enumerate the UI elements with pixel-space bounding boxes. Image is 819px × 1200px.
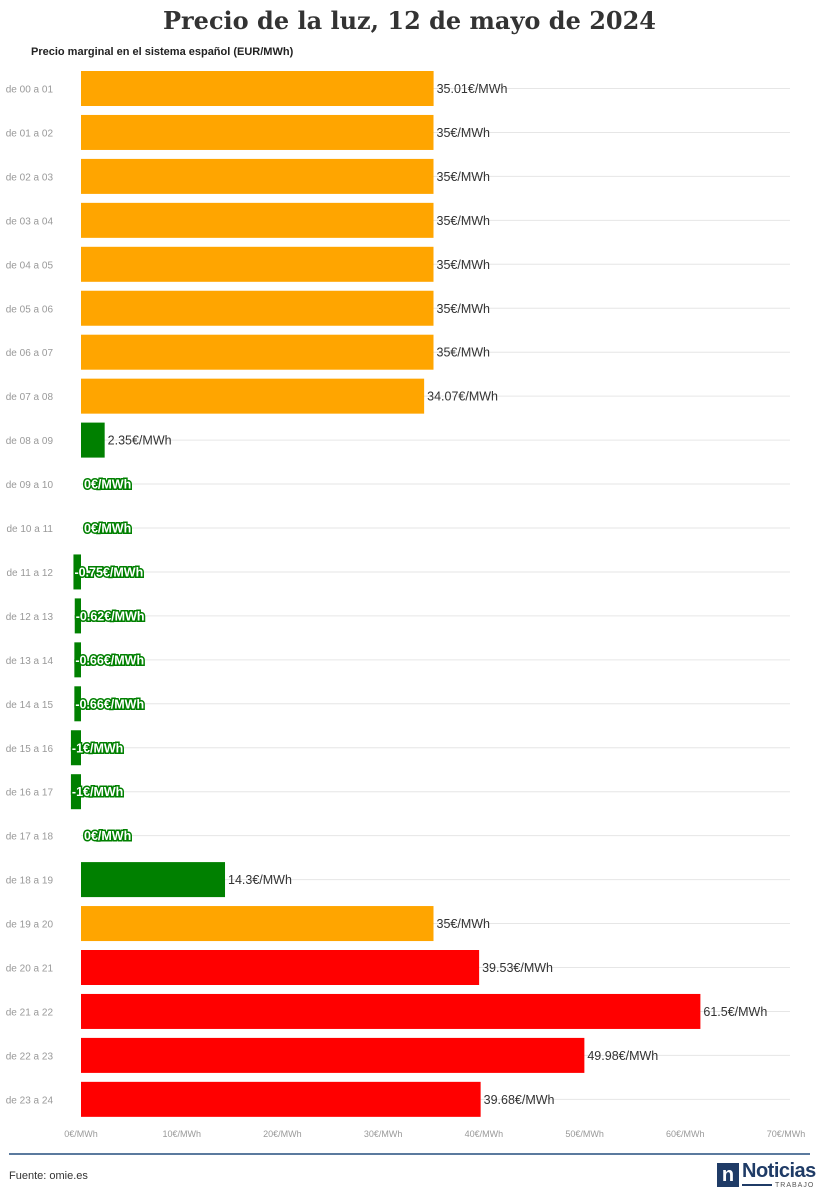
bar (81, 114, 434, 150)
bar (81, 158, 434, 194)
category-label: de 09 a 10 (6, 480, 54, 491)
category-label: de 14 a 15 (6, 700, 54, 711)
value-label: 2.35€/MWh (108, 434, 172, 448)
bar (81, 1081, 481, 1117)
x-tick-label: 50€/MWh (565, 1129, 604, 1139)
x-tick-label: 30€/MWh (364, 1129, 403, 1139)
category-label: de 15 a 16 (6, 744, 54, 755)
bar (81, 1037, 585, 1073)
bar (81, 202, 434, 238)
logo-letter: n (721, 1164, 735, 1186)
bar (81, 246, 434, 282)
category-label: de 06 a 07 (6, 348, 54, 359)
value-label: -0.62€/MWh (76, 609, 145, 623)
category-label: de 04 a 05 (6, 260, 54, 271)
source-note: Fuente: omie.es (9, 1170, 88, 1182)
value-label: 35€/MWh (437, 214, 491, 228)
category-label: de 07 a 08 (6, 392, 54, 403)
bar (70, 730, 81, 766)
bar (73, 554, 81, 590)
category-label: de 03 a 04 (6, 216, 54, 227)
category-label: de 19 a 20 (6, 920, 54, 931)
bar (81, 71, 434, 106)
value-label: -0.66€/MWh (75, 653, 144, 667)
chart-subtitle: Precio marginal en el sistema español (E… (31, 46, 294, 58)
bar (81, 906, 434, 942)
value-label: 61.5€/MWh (703, 1005, 767, 1019)
bar (81, 862, 226, 898)
value-label: 35€/MWh (437, 126, 491, 140)
bar (81, 993, 701, 1029)
x-tick-label: 60€/MWh (666, 1129, 705, 1139)
logo-text: Noticias (742, 1160, 816, 1182)
value-label: 0€/MWh (84, 829, 131, 843)
x-tick-label: 10€/MWh (162, 1129, 201, 1139)
value-label: 39.68€/MWh (484, 1093, 555, 1107)
bar (74, 686, 81, 722)
x-tick-label: 40€/MWh (465, 1129, 504, 1139)
value-label: -0.75€/MWh (74, 565, 143, 579)
value-label: 14.3€/MWh (228, 873, 292, 887)
bar (81, 334, 434, 370)
logo-subtext: TRABAJO (775, 1182, 815, 1189)
noticias-trabajo-logo: n Noticias TRABAJO (717, 1160, 816, 1190)
bar (81, 950, 480, 985)
category-label: de 11 a 12 (6, 568, 53, 579)
category-label: de 23 a 24 (6, 1095, 54, 1106)
category-label: de 12 a 13 (6, 612, 54, 623)
value-label: 0€/MWh (84, 478, 131, 492)
value-label: 49.98€/MWh (587, 1049, 658, 1063)
value-label: -1€/MWh (72, 741, 123, 755)
category-label: de 16 a 17 (6, 788, 54, 799)
footer-divider (9, 1153, 810, 1155)
category-label: de 00 a 01 (6, 85, 54, 96)
category-label: de 08 a 09 (6, 436, 54, 447)
value-label: 0€/MWh (84, 522, 131, 536)
category-label: de 13 a 14 (6, 656, 54, 667)
category-label: de 22 a 23 (6, 1051, 54, 1062)
category-label: de 05 a 06 (6, 304, 54, 315)
value-label: 39.53€/MWh (482, 961, 553, 975)
value-label: 35€/MWh (437, 346, 491, 360)
logo-mark (717, 1163, 739, 1187)
value-label: 35.01€/MWh (437, 82, 508, 96)
value-label: 35€/MWh (437, 302, 491, 316)
value-label: -0.66€/MWh (75, 697, 144, 711)
category-label: de 18 a 19 (6, 876, 54, 887)
category-label: de 01 a 02 (6, 128, 54, 139)
bar-chart: de 00 a 01 35.01€/MWh de 01 a 02 35€/MWh de … (6, 71, 806, 1139)
category-label: de 20 a 21 (6, 964, 54, 975)
category-label: de 10 a 11 (6, 524, 53, 535)
logo-underline (742, 1184, 772, 1186)
x-tick-label: 20€/MWh (263, 1129, 302, 1139)
value-label: 35€/MWh (437, 917, 491, 931)
value-label: 35€/MWh (437, 258, 491, 272)
value-label: -1€/MWh (72, 785, 123, 799)
value-label: 34.07€/MWh (427, 390, 498, 404)
value-label: 35€/MWh (437, 170, 491, 184)
category-label: de 02 a 03 (6, 172, 54, 183)
x-tick-label: 0€/MWh (64, 1129, 98, 1139)
chart-title: Precio de la luz, 12 de mayo de 2024 (162, 6, 656, 35)
bar (74, 642, 81, 678)
bar (81, 290, 434, 326)
category-label: de 17 a 18 (6, 832, 54, 843)
x-tick-label: 70€/MWh (767, 1129, 806, 1139)
category-label: de 21 a 22 (6, 1007, 54, 1018)
bar (70, 774, 81, 810)
bar (74, 598, 81, 634)
bar (81, 422, 105, 458)
bar (81, 378, 425, 414)
